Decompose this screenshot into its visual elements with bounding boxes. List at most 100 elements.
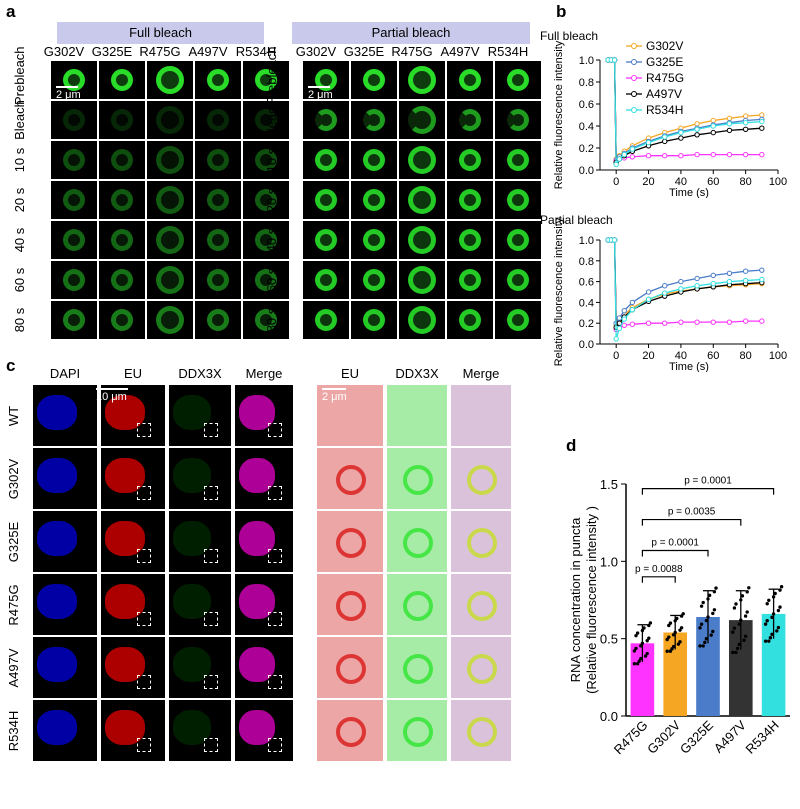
data-point-r534h <box>613 336 619 342</box>
micrograph-cell <box>446 100 494 140</box>
micrograph-cell <box>50 140 98 180</box>
data-point-a497v <box>694 132 700 138</box>
panel-label-d: d <box>566 436 577 455</box>
micrograph-cell <box>50 300 98 340</box>
scatter-point <box>635 631 640 635</box>
micrograph-cell <box>302 100 350 140</box>
data-point-r475g <box>645 153 652 159</box>
droplet-shape <box>459 309 481 331</box>
y-tick-label: 0.2 <box>579 143 594 155</box>
micrograph-cell <box>398 220 446 260</box>
droplet-shape <box>315 189 337 211</box>
micrograph-cell <box>450 573 512 636</box>
data-point-g325e <box>645 289 652 295</box>
micrograph-cell <box>242 180 290 220</box>
scatter-point <box>747 586 751 590</box>
micrograph-cell <box>234 384 294 447</box>
droplet-shape <box>156 306 184 334</box>
roi-box <box>137 548 152 563</box>
scatter-point <box>765 619 769 623</box>
droplet-shape <box>63 229 85 251</box>
micrograph-cell <box>386 447 448 510</box>
micrograph-cell <box>194 140 242 180</box>
row-label-80s: 80 s <box>12 307 27 333</box>
micrograph-cell <box>168 510 232 573</box>
scatter-point <box>771 612 776 616</box>
data-point-r534h <box>616 325 623 332</box>
micrograph-cell <box>242 300 290 340</box>
micrograph-cell <box>194 60 242 100</box>
data-point-g325e <box>726 270 733 276</box>
droplet-shape <box>111 109 133 131</box>
panel-label-b: b <box>556 2 567 21</box>
micrograph-cell <box>98 220 146 260</box>
micrograph-cell <box>100 384 166 447</box>
droplet-shape <box>315 69 337 91</box>
scatter-point <box>698 626 702 630</box>
micrograph-cell <box>302 260 350 300</box>
x-tick-label: 0 <box>613 176 619 188</box>
scatter-point <box>735 646 740 651</box>
scatter-point <box>703 640 707 645</box>
scale-bar-line <box>322 388 346 390</box>
column-header-right-merge: Merge <box>462 366 500 381</box>
micrograph-cell <box>98 260 146 300</box>
micrograph-cell <box>450 699 512 762</box>
micrograph-cell <box>494 300 542 340</box>
column-header-r534h: R534H <box>235 44 277 59</box>
scatter-point <box>731 630 735 634</box>
nucleus-shape <box>37 458 77 493</box>
micrograph-cell <box>194 220 242 260</box>
micrograph-cell <box>32 384 98 447</box>
droplet-shape <box>363 189 385 211</box>
y-tick-label: 0.4 <box>579 121 594 133</box>
roi-box <box>137 422 152 437</box>
data-point-a497v <box>726 127 733 134</box>
y-tick-label: 1.0 <box>579 235 594 247</box>
droplet-shape <box>156 106 184 134</box>
partial-bleach-frap-chart: Partial bleach 0.0 0.2 0.4 0.6 0.8 1.0 0 20 40 60 8… <box>540 213 787 372</box>
roi-box <box>204 548 219 563</box>
chart-title: Full bleach <box>540 29 598 43</box>
droplet-shape <box>467 716 497 747</box>
data-point-g302v <box>710 117 716 124</box>
micrograph-cell <box>234 447 294 510</box>
column-header-g325e: G325E <box>91 44 133 59</box>
scatter-point <box>698 644 702 648</box>
droplet-shape <box>63 269 85 291</box>
micrograph-cell <box>50 100 98 140</box>
row-label-a497v: A497V <box>6 647 21 688</box>
micrograph-cell <box>446 140 494 180</box>
scatter-point <box>701 600 705 605</box>
micrograph-cell <box>146 300 194 340</box>
column-header-merge: Merge <box>245 366 283 381</box>
micrograph-cell <box>386 510 448 573</box>
data-point-g325e <box>694 275 700 282</box>
data-point-r475g <box>759 151 765 158</box>
data-point-r534h <box>742 277 749 284</box>
nucleus-shape <box>239 395 275 430</box>
legend-entry-r475g: R475G <box>646 71 684 85</box>
legend-entry-g325e: G325E <box>646 55 683 69</box>
droplet-shape <box>408 266 436 294</box>
scale-bar-line <box>96 388 128 390</box>
droplet-shape <box>156 226 184 254</box>
roi-box <box>137 737 152 752</box>
column-header-g302v: G302V <box>43 44 85 59</box>
droplet-shape <box>408 106 436 134</box>
micrograph-cell <box>98 140 146 180</box>
nucleus-shape <box>37 521 77 556</box>
bar-g325e <box>696 617 720 716</box>
micrograph-cell <box>494 140 542 180</box>
column-header-ddx3x: DDX3X <box>178 366 222 381</box>
x-tick-label: 40 <box>675 176 687 188</box>
scatter-point <box>739 618 743 622</box>
droplet-shape <box>459 109 481 131</box>
scale-bar: 2 μm <box>56 86 84 101</box>
scatter-point <box>701 644 705 648</box>
legend-marker <box>631 91 637 97</box>
p-value-label: p = 0.0035 <box>668 507 716 518</box>
scatter-point <box>778 588 782 592</box>
nucleus-shape <box>239 647 275 682</box>
data-point-r534h <box>759 118 765 125</box>
